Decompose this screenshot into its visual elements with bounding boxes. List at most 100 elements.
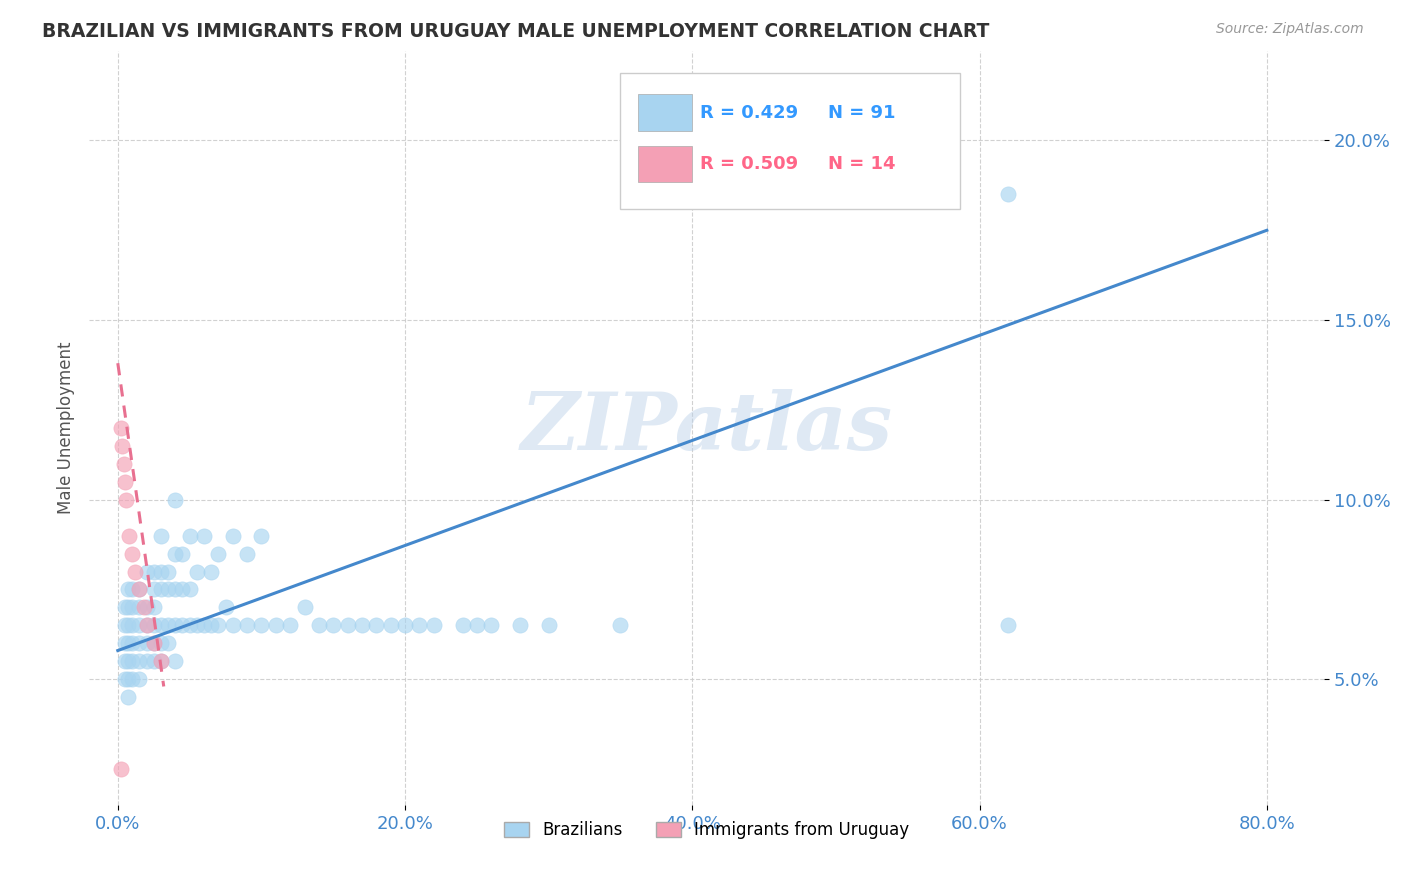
Point <box>264 618 287 632</box>
Point <box>186 618 208 632</box>
Point <box>997 187 1019 202</box>
Point <box>157 636 180 650</box>
Point <box>380 618 402 632</box>
Point <box>149 528 172 542</box>
Point <box>179 528 201 542</box>
Point <box>308 618 330 632</box>
Point <box>128 618 150 632</box>
Point <box>142 618 165 632</box>
Text: BRAZILIAN VS IMMIGRANTS FROM URUGUAY MALE UNEMPLOYMENT CORRELATION CHART: BRAZILIAN VS IMMIGRANTS FROM URUGUAY MAL… <box>42 22 990 41</box>
Point <box>236 547 259 561</box>
Point <box>509 618 531 632</box>
Point <box>294 600 316 615</box>
Point <box>121 636 143 650</box>
Point <box>214 600 236 615</box>
Point <box>186 565 208 579</box>
Point <box>142 600 165 615</box>
Point <box>149 565 172 579</box>
Point <box>110 421 132 435</box>
Point <box>135 654 157 668</box>
Point <box>423 618 446 632</box>
Point <box>111 439 134 453</box>
Point <box>114 654 136 668</box>
Point <box>165 654 187 668</box>
Point <box>128 600 150 615</box>
Point <box>128 673 150 687</box>
Point <box>157 582 180 597</box>
Point <box>124 565 146 579</box>
Point <box>207 618 229 632</box>
FancyBboxPatch shape <box>637 145 692 182</box>
Point <box>114 618 136 632</box>
Point <box>117 690 139 705</box>
Point <box>193 618 215 632</box>
Point <box>121 582 143 597</box>
Point <box>118 528 141 542</box>
Point <box>142 582 165 597</box>
Point <box>149 654 172 668</box>
Point <box>394 618 416 632</box>
Point <box>157 565 180 579</box>
Point <box>121 618 143 632</box>
Point <box>609 618 631 632</box>
Point <box>278 618 301 632</box>
Point <box>207 547 229 561</box>
Point <box>135 636 157 650</box>
Point <box>165 547 187 561</box>
Point <box>179 582 201 597</box>
Point <box>142 636 165 650</box>
Point <box>135 565 157 579</box>
Text: Source: ZipAtlas.com: Source: ZipAtlas.com <box>1216 22 1364 37</box>
Point <box>200 565 222 579</box>
Point <box>110 762 132 776</box>
Point <box>179 618 201 632</box>
Point <box>142 636 165 650</box>
FancyBboxPatch shape <box>620 73 960 209</box>
Point <box>149 654 172 668</box>
Point <box>117 636 139 650</box>
Point <box>165 582 187 597</box>
Point <box>128 654 150 668</box>
Point <box>537 618 560 632</box>
Point <box>114 600 136 615</box>
Point <box>121 673 143 687</box>
Point <box>222 528 245 542</box>
FancyBboxPatch shape <box>637 95 692 130</box>
Point <box>117 600 139 615</box>
Point <box>149 618 172 632</box>
Point <box>172 618 194 632</box>
Point <box>142 565 165 579</box>
Point <box>172 547 194 561</box>
Point <box>115 492 138 507</box>
Point <box>157 618 180 632</box>
Point <box>165 618 187 632</box>
Point <box>132 600 155 615</box>
Point <box>172 582 194 597</box>
Text: R = 0.509: R = 0.509 <box>700 155 799 173</box>
Point <box>479 618 502 632</box>
Point <box>149 636 172 650</box>
Point <box>117 654 139 668</box>
Point <box>135 600 157 615</box>
Text: N = 14: N = 14 <box>828 155 896 173</box>
Point <box>250 528 273 542</box>
Point <box>250 618 273 632</box>
Point <box>135 618 157 632</box>
Point <box>142 654 165 668</box>
Point <box>114 636 136 650</box>
Text: ZIPatlas: ZIPatlas <box>520 389 893 467</box>
Y-axis label: Male Unemployment: Male Unemployment <box>58 342 75 514</box>
Point <box>117 618 139 632</box>
Point <box>121 654 143 668</box>
Point <box>200 618 222 632</box>
Point <box>366 618 388 632</box>
Text: N = 91: N = 91 <box>828 103 896 121</box>
Point <box>222 618 245 632</box>
Point <box>128 582 150 597</box>
Legend: Brazilians, Immigrants from Uruguay: Brazilians, Immigrants from Uruguay <box>498 814 917 846</box>
Point <box>121 547 143 561</box>
Point <box>236 618 259 632</box>
Point <box>135 618 157 632</box>
Point <box>193 528 215 542</box>
Point <box>350 618 373 632</box>
